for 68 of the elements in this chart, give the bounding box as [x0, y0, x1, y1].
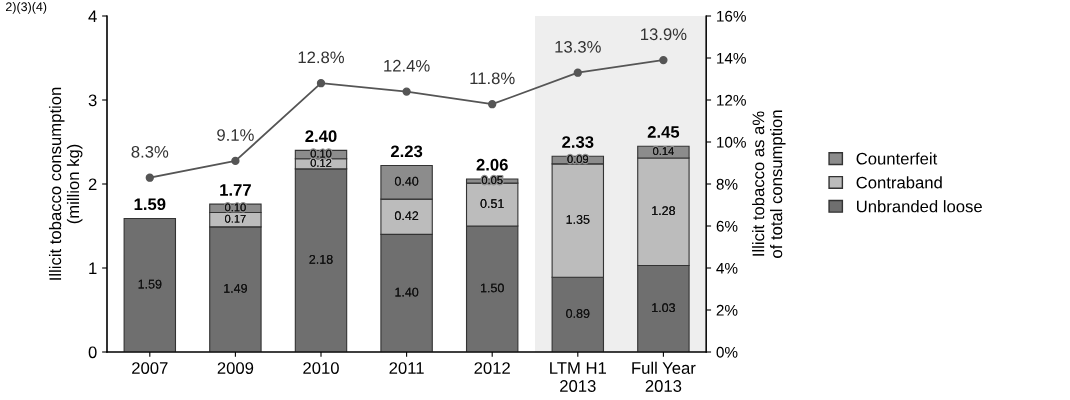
- x-tick-label: 2010: [303, 362, 339, 374]
- total-label: 1.77: [220, 184, 251, 196]
- data-label: 0.51: [480, 199, 504, 208]
- point: [402, 87, 411, 96]
- total-label: 2.33: [562, 136, 594, 148]
- data-label: 0.42: [394, 211, 419, 221]
- legend-label: Contraband: [856, 176, 942, 189]
- data-label: 1.40: [395, 287, 419, 297]
- x-tick-label: 2011: [389, 362, 424, 374]
- x-tick-label: 2007: [132, 362, 168, 374]
- y2-tick-label: 0%: [716, 346, 738, 358]
- data-label: 0.09: [567, 155, 589, 164]
- y2-tick-label: 4%: [716, 262, 738, 274]
- point: [231, 156, 240, 166]
- y-tick-label: 0: [88, 346, 97, 359]
- x-tick-label: 2012: [474, 362, 510, 374]
- y-tick-label: 4: [88, 10, 97, 23]
- data-label: 13.9%: [641, 28, 687, 41]
- legend-label: Unbranded loose: [857, 200, 982, 213]
- y2-tick-label: 10%: [717, 136, 746, 148]
- data-label: 0.10: [310, 149, 332, 158]
- data-label: 1.28: [652, 206, 676, 216]
- data-label: 9.1%: [217, 129, 254, 141]
- y2-axis-title: Illicit tobacco as a% of total consumption: [752, 110, 786, 258]
- point: [659, 55, 668, 65]
- y2-tick-label: 16%: [717, 10, 746, 22]
- y-axis-title: Illicit tobacco consumption (million kg): [48, 87, 83, 280]
- data-label: 1.50: [480, 283, 504, 293]
- point: [316, 79, 326, 88]
- y2-tick-label: 2%: [716, 304, 738, 316]
- y-tick-label: 2: [88, 178, 97, 191]
- data-label: 11.8%: [470, 72, 515, 85]
- y2-tick-label: 8%: [716, 178, 738, 190]
- text: 2)(3)(4): [5, 2, 47, 14]
- data-label: 0.05: [481, 176, 503, 185]
- data-label: 1.59: [138, 279, 162, 289]
- point: [145, 173, 154, 182]
- x-tick-label: Full Year 2013: [632, 361, 696, 392]
- legend-label: Counterfeit: [856, 152, 938, 165]
- data-label: 13.3%: [555, 40, 601, 53]
- total-label: 2.45: [647, 126, 680, 138]
- y2-tick-label: 6%: [716, 220, 738, 232]
- data-label: 1.35: [566, 215, 590, 224]
- total-label: 1.59: [134, 198, 166, 211]
- y2-tick-label: 14%: [717, 52, 746, 64]
- x-tick-label: 2009: [217, 362, 254, 374]
- data-label: 2.18: [309, 254, 333, 264]
- data-label: 12.8%: [298, 51, 345, 64]
- data-label: 0.40: [394, 176, 419, 186]
- x-tick-label: LTM H1 2013: [550, 362, 607, 392]
- point: [488, 100, 497, 109]
- data-label: 1.49: [224, 283, 247, 293]
- total-label: 2.06: [476, 158, 508, 171]
- total-label: 2.23: [390, 145, 423, 158]
- data-label: 8.3%: [131, 145, 169, 158]
- y-tick-label: 3: [88, 94, 97, 107]
- data-label: 0.12: [310, 158, 332, 167]
- y2-tick-label: 12%: [717, 94, 746, 106]
- total-label: 2.40: [305, 130, 337, 143]
- data-label: 0.14: [653, 147, 674, 156]
- point: [573, 68, 582, 77]
- data-label: 0.10: [225, 203, 246, 212]
- bar: [123, 217, 177, 352]
- data-label: 12.4%: [384, 59, 430, 72]
- y-tick-label: 1: [89, 262, 97, 275]
- data-label: 0.89: [566, 309, 590, 318]
- data-label: 0.17: [225, 214, 246, 223]
- data-label: 1.03: [652, 303, 676, 313]
